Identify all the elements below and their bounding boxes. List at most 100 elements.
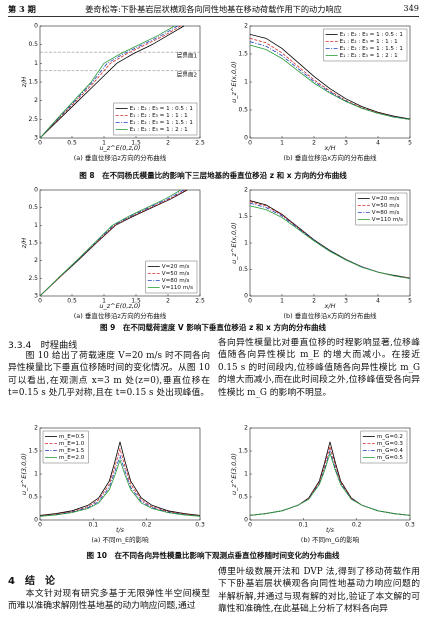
x-axis-label: x/H <box>324 302 336 310</box>
legend-label: m_G=0.4 <box>377 448 404 454</box>
subfigure-caption: (b) 不同m_G的影响 <box>301 535 360 544</box>
legend-label: m_G=0.3 <box>377 441 404 447</box>
legend-label: V=80 m/s <box>372 210 400 216</box>
y-axis-label: u_z^E(3,0,0) <box>20 453 28 495</box>
series-line <box>249 451 411 516</box>
series-line <box>249 34 411 120</box>
x-tick-label: 2.5 <box>195 140 205 147</box>
y-tick-label: 0.5 <box>28 204 38 211</box>
x-tick-label: 3 <box>344 298 348 305</box>
x-axis-label: t/s <box>116 526 125 534</box>
legend-label: m_G=0.2 <box>377 434 403 440</box>
y-tick-label: 2 <box>244 187 248 194</box>
y-tick-label: 1 <box>34 471 38 478</box>
x-tick-label: 1 <box>280 140 284 147</box>
x-axis-label: t/s <box>326 526 335 534</box>
legend-label: V=50 m/s <box>162 271 190 277</box>
running-title: 姜奇松等:下卧基岩层状横观各向同性地基在移动荷载作用下的动力响应 <box>85 4 342 14</box>
figure-caption: 图 10 在不同各向异性模量比影响下观测点垂直位移随时间变化的分布曲线 <box>86 550 340 560</box>
y-tick-label: 2 <box>34 257 38 264</box>
legend: m_G=0.2m_G=0.3m_G=0.4m_G=0.5 <box>360 430 408 464</box>
y-tick-label: 0 <box>244 293 248 300</box>
x-tick-label: 5 <box>408 140 412 147</box>
legend-label: V=50 m/s <box>372 203 400 209</box>
legend-label: m_E=2.0 <box>59 455 85 461</box>
series-line <box>249 44 411 120</box>
x-tick-label: 2.5 <box>195 298 205 305</box>
y-tick-label: 0 <box>244 135 248 142</box>
y-tick-label: 2 <box>34 97 38 104</box>
y-tick-label: 1.5 <box>28 448 38 455</box>
x-tick-label: 2 <box>166 140 170 147</box>
figure-caption: 图 8 在不同杨氏模量比的影响下三层地基的垂直位移沿 z 和 x 方向的分布曲线 <box>79 170 347 180</box>
legend: m_E=0.5m_E=1.0m_E=1.5m_E=2.0 <box>42 430 89 464</box>
x-tick-label: 1.5 <box>131 140 141 147</box>
legend-label: E₁ : E₂ : E₃ = 1 : 1 : 1 <box>340 39 398 45</box>
y-tick-label: 2.5 <box>28 275 38 282</box>
x-tick-label: 1 <box>102 298 106 305</box>
x-tick-label: 0 <box>38 522 42 529</box>
series-line <box>39 447 201 517</box>
legend-label: m_E=0.5 <box>59 434 85 440</box>
legend-label: m_E=1.5 <box>59 448 85 454</box>
x-tick-label: 4 <box>376 298 380 305</box>
section-heading: 3.3.4 时程曲线 <box>8 340 78 351</box>
y-tick-label: 0.5 <box>238 107 248 114</box>
x-tick-label: 1.5 <box>131 298 141 305</box>
y-tick-label: 1 <box>34 60 38 67</box>
y-axis-label: u_z^E(3,0,0) <box>230 453 238 495</box>
series-line <box>39 25 178 139</box>
x-tick-label: 4 <box>376 140 380 147</box>
series-line <box>249 37 411 120</box>
series-line <box>39 189 181 297</box>
y-axis-label: z/H <box>20 77 28 89</box>
y-tick-label: 1.5 <box>238 213 248 220</box>
annotation: 层界面1 <box>177 53 198 60</box>
y-axis-label: u_z^E(x,0,0) <box>230 61 238 103</box>
x-tick-label: 2 <box>166 298 170 305</box>
subfigure-caption: (b) 垂直位移沿x方向的分布曲线 <box>283 311 377 320</box>
y-tick-label: 1.5 <box>238 448 248 455</box>
legend-label: V=110 m/s <box>162 285 193 291</box>
section-heading: 4 结 论 <box>8 576 55 587</box>
x-tick-label: 0 <box>38 140 42 147</box>
paragraph: 傅里叶级数展开法和 DVP 法,得到了移动荷载作用下下卧基岩层状横观各向同性地基… <box>218 567 420 615</box>
y-tick-label: 0.5 <box>28 41 38 48</box>
y-tick-label: 0.5 <box>28 494 38 501</box>
x-tick-label: 1 <box>280 298 284 305</box>
legend-label: V=110 m/s <box>372 217 403 223</box>
legend-label: V=80 m/s <box>162 278 190 284</box>
series-line <box>39 25 175 139</box>
y-tick-label: 3 <box>34 135 38 142</box>
x-tick-label: 0 <box>38 298 42 305</box>
subfigure-caption: (a) 不同m_E的影响 <box>91 535 149 544</box>
legend-label: V=20 m/s <box>162 264 190 270</box>
paragraph: 各向异性模量比对垂直位移的时程影响显著,位移峰值随各向异性模比 m_E 的增大而… <box>218 338 420 398</box>
y-tick-label: 2 <box>244 425 248 432</box>
legend: V=20 m/sV=50 m/sV=80 m/sV=110 m/s <box>355 192 408 226</box>
paragraph: 本文针对现有研究多基于无限弹性半空间模型而难以准确求解刚性基地基的动力响应问题,… <box>8 589 210 612</box>
y-tick-label: 1.5 <box>28 79 38 86</box>
series-line <box>39 454 201 517</box>
legend-label: E₁ : E₂ : E₃ = 1 : 0.5 : 1 <box>130 106 194 112</box>
x-tick-label: 0 <box>248 140 252 147</box>
y-tick-label: 0.5 <box>238 266 248 273</box>
x-axis-label: u_z^E(0,z,0) <box>99 302 140 310</box>
legend-label: E₁ : E₂ : E₃ = 1 : 0.5 : 1 <box>340 32 404 38</box>
y-tick-label: 0 <box>34 517 38 524</box>
y-tick-label: 1 <box>244 471 248 478</box>
issue: 第 3 期 <box>8 4 36 14</box>
y-tick-label: 0 <box>244 517 248 524</box>
paragraph: 图 10 给出了荷载速度 V=20 m/s 时不同各向异性模量比下垂直位移随时间… <box>8 351 210 399</box>
y-tick-label: 1.5 <box>238 51 248 58</box>
annotation: 层界面2 <box>177 71 197 78</box>
subfigure-caption: (a) 垂直位移沿z方向的分布曲线 <box>74 153 167 162</box>
series-line <box>39 441 201 516</box>
x-tick-label: 0.1 <box>299 522 309 529</box>
y-tick-label: 0 <box>34 23 38 30</box>
y-tick-label: 1 <box>244 240 248 247</box>
y-tick-label: 1 <box>34 222 38 229</box>
legend-label: E₁ : E₂ : E₃ = 1 : 2 : 1 <box>340 53 398 59</box>
x-tick-label: 0.2 <box>142 522 152 529</box>
